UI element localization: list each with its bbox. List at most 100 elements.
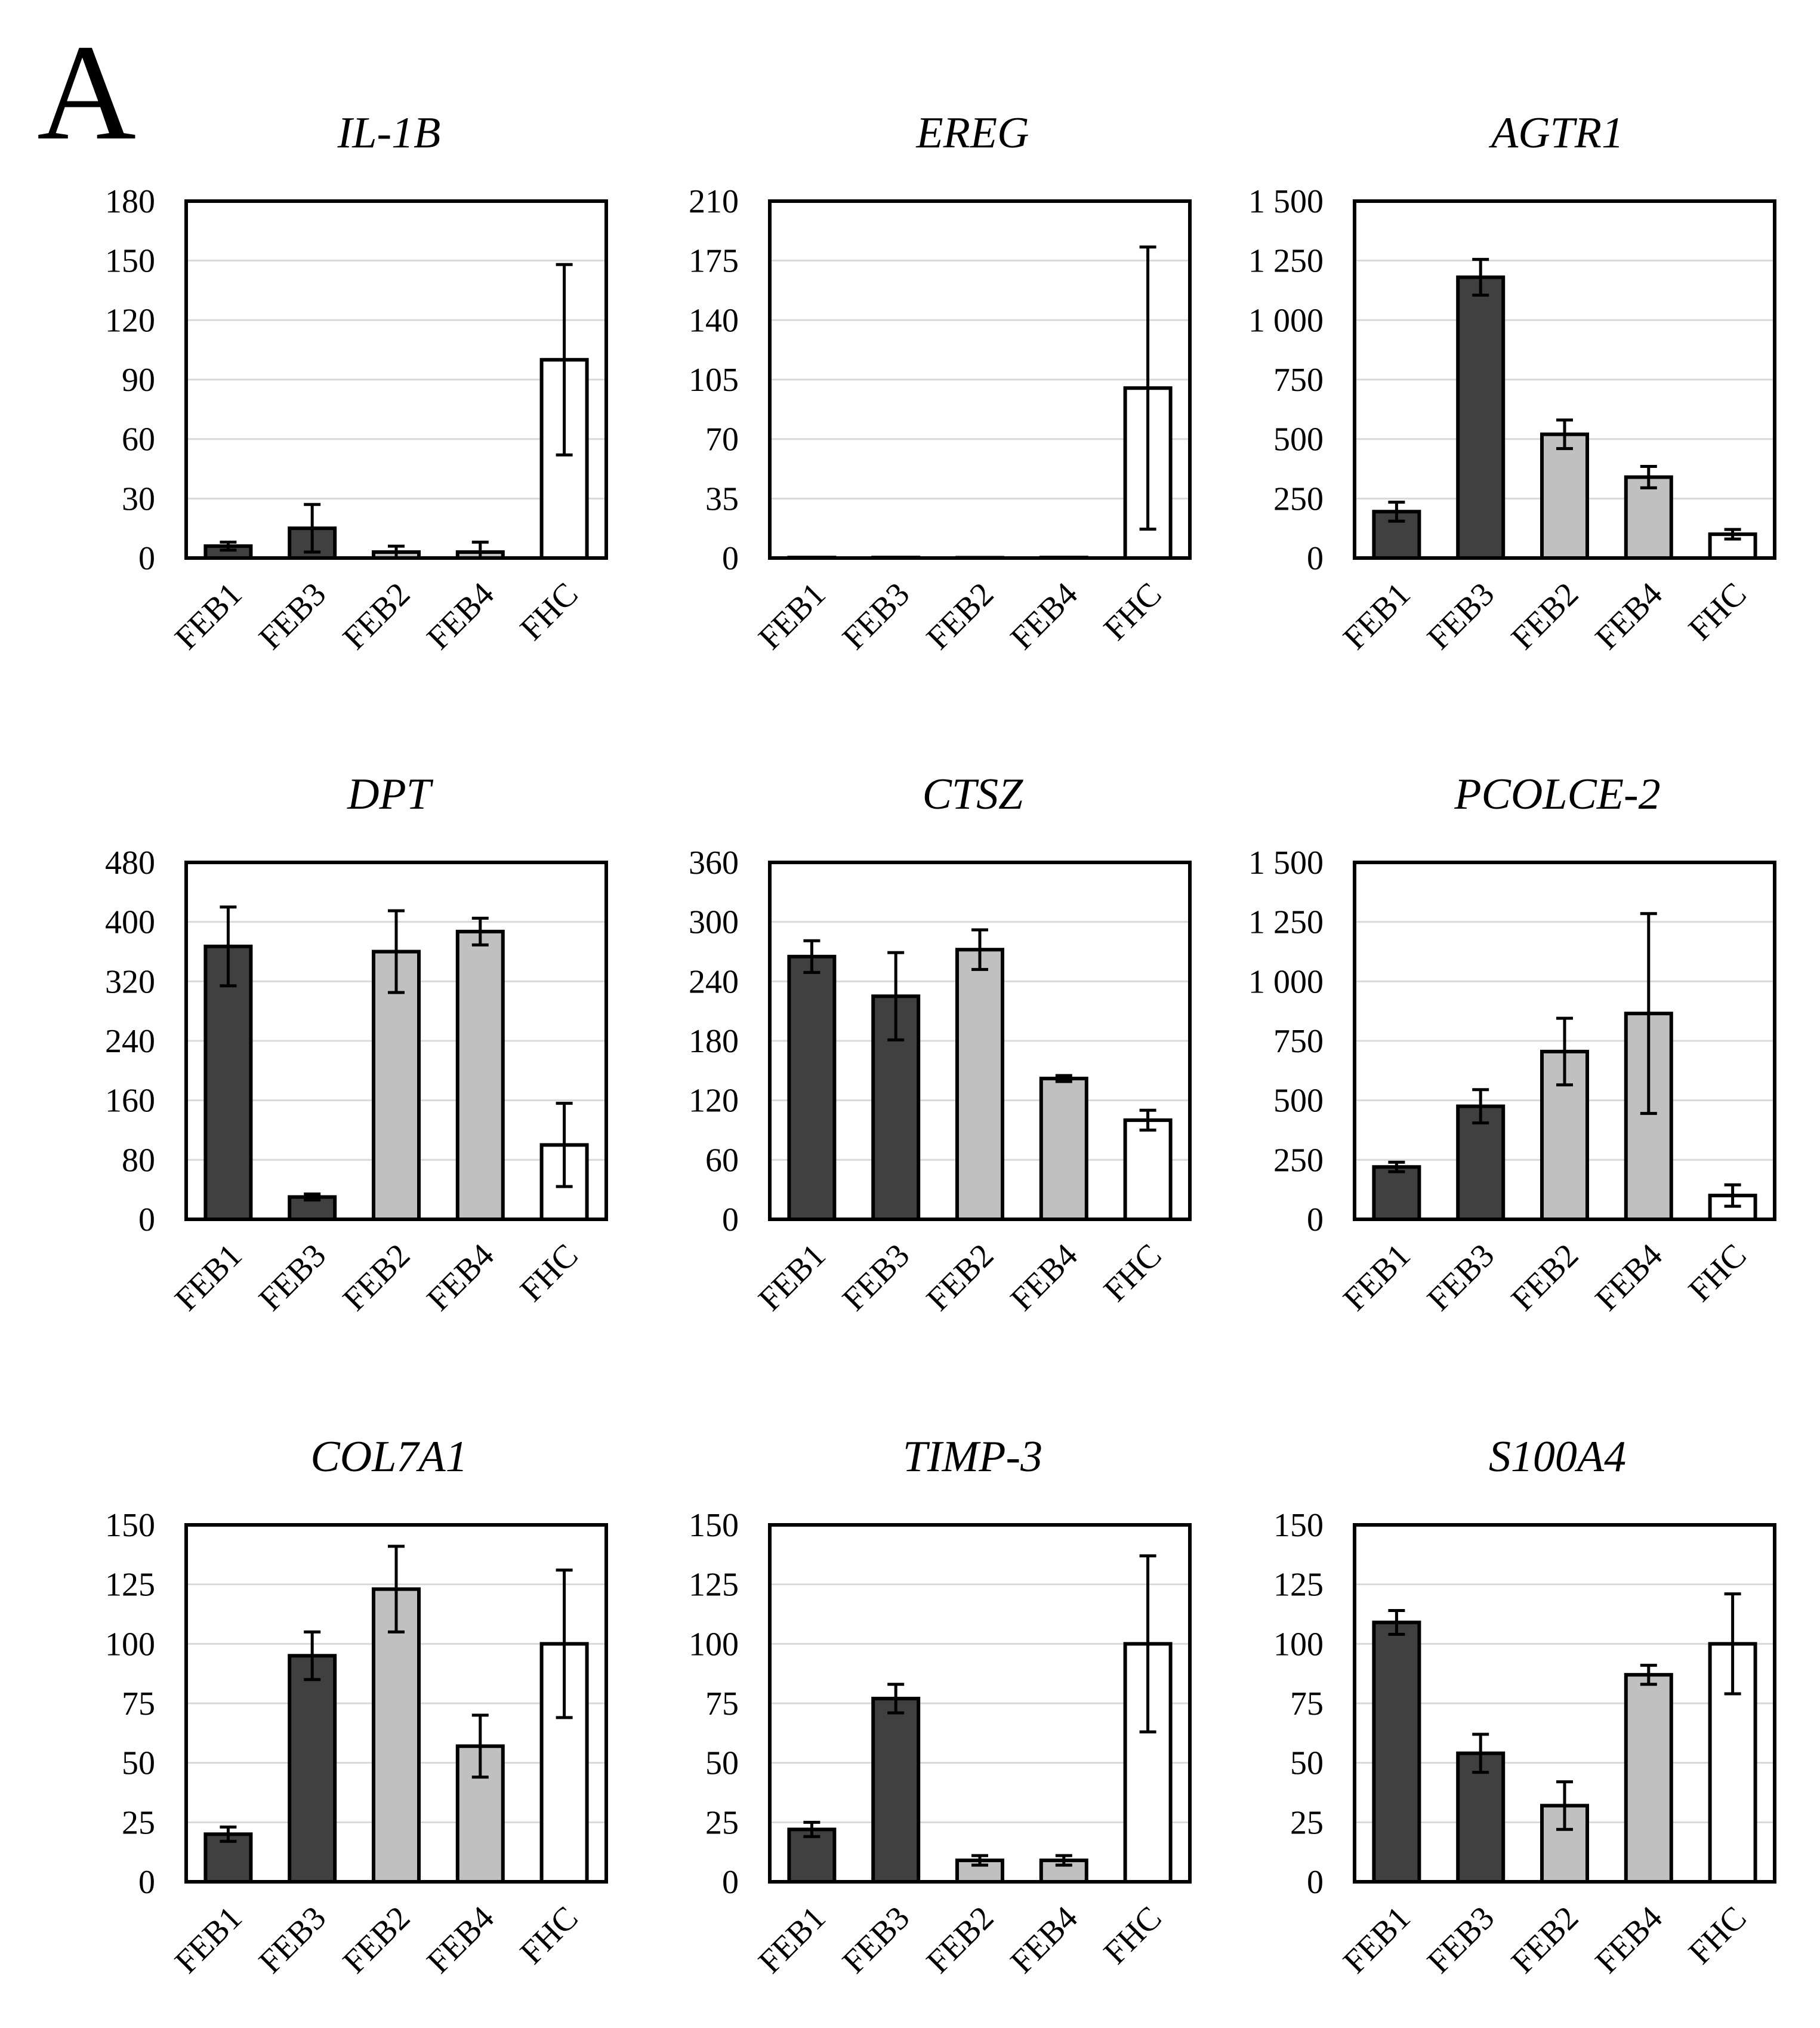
chart-il-1b: IL-1B 0 30 60 90 120 150 180 FEB1 FEB3 FEB2 FEB4 FHC <box>105 109 608 657</box>
chart-title: IL-1B <box>337 109 441 158</box>
x-tick-label: FEB4 <box>1004 1237 1085 1318</box>
y-tick-label: 320 <box>105 963 155 1000</box>
y-tick-label: 105 <box>689 362 739 399</box>
x-tick-label: FEB3 <box>1420 1237 1501 1318</box>
y-tick-label: 500 <box>1273 421 1324 458</box>
chart-title: S100A4 <box>1489 1432 1626 1481</box>
y-tick-label: 75 <box>705 1685 739 1722</box>
x-tick-label: FEB4 <box>420 1237 501 1318</box>
y-tick-label: 25 <box>122 1804 155 1841</box>
y-tick-label: 150 <box>105 1507 155 1544</box>
y-tick-label: 100 <box>105 1626 155 1663</box>
chart-title: TIMP-3 <box>903 1432 1042 1481</box>
x-tick-label: FEB1 <box>168 1899 249 1980</box>
y-tick-label: 30 <box>122 480 155 517</box>
y-tick-label: 75 <box>122 1685 155 1722</box>
bar-feb3 <box>871 1697 921 1884</box>
x-tick-label: FHC <box>513 1237 585 1309</box>
x-tick-label: FEB1 <box>1336 1237 1417 1318</box>
chart-title: DPT <box>347 770 434 819</box>
chart-ctsz: CTSZ 0 60 120 180 240 300 360 FEB1 FEB3 FEB2 FEB4 FH… <box>689 770 1192 1318</box>
x-tick-label: FEB1 <box>751 575 832 657</box>
y-tick-label: 750 <box>1273 362 1324 399</box>
chart-title: AGTR1 <box>1488 109 1624 158</box>
x-tick-label: FEB3 <box>252 575 333 657</box>
chart-col7a1: COL7A1 0 25 50 75 100 125 150 FEB1 FEB3 FEB2 FEB4 FH… <box>105 1432 608 1981</box>
x-tick-label: FEB3 <box>1420 1899 1501 1980</box>
y-tick-label: 500 <box>1273 1083 1324 1120</box>
y-tick-label: 0 <box>1307 1201 1324 1238</box>
x-tick-label: FEB1 <box>168 1237 249 1318</box>
y-tick-label: 120 <box>689 1083 739 1120</box>
bar-feb4 <box>1039 1077 1088 1221</box>
bar-fhc <box>1123 1118 1173 1222</box>
x-tick-label: FEB4 <box>1588 575 1670 657</box>
y-tick-label: 1 000 <box>1248 302 1324 339</box>
y-tick-label: 400 <box>105 904 155 941</box>
bar-feb2 <box>955 948 1004 1221</box>
x-tick-label: FEB1 <box>1336 1899 1417 1980</box>
y-tick-label: 750 <box>1273 1023 1324 1060</box>
chart-title: PCOLCE-2 <box>1454 770 1660 819</box>
chart-ereg: EREG 0 35 70 105 140 175 210 FEB1 FEB3 FEB2 FEB4 FHC <box>689 109 1192 657</box>
y-tick-label: 60 <box>705 1142 739 1179</box>
x-tick-label: FHC <box>1097 1899 1169 1971</box>
y-tick-label: 250 <box>1273 480 1324 517</box>
x-tick-label: FEB3 <box>252 1899 333 1980</box>
plot-frame <box>1353 1523 1776 1884</box>
plot-frame <box>768 861 1192 1221</box>
bar-feb2 <box>1540 432 1589 560</box>
x-tick-label: FHC <box>1097 1237 1169 1309</box>
x-tick-label: FEB4 <box>420 575 501 657</box>
y-tick-label: 0 <box>1307 1864 1324 1901</box>
x-tick-label: FEB3 <box>835 1899 917 1980</box>
x-tick-label: FEB3 <box>1420 575 1501 657</box>
x-tick-label: FEB4 <box>420 1899 501 1980</box>
plot-frame <box>184 199 608 560</box>
y-tick-label: 1 000 <box>1248 963 1324 1000</box>
y-tick-label: 240 <box>689 963 739 1000</box>
x-tick-label: FEB2 <box>336 1237 417 1318</box>
y-tick-label: 180 <box>689 1023 739 1060</box>
x-tick-label: FEB3 <box>835 575 917 657</box>
plot-frame <box>184 1523 608 1884</box>
y-tick-label: 50 <box>705 1745 739 1782</box>
y-tick-label: 210 <box>689 183 739 220</box>
x-tick-label: FEB1 <box>1336 575 1417 657</box>
y-tick-label: 100 <box>689 1626 739 1663</box>
plot-frame <box>1353 199 1776 560</box>
bar-feb2 <box>372 950 421 1221</box>
y-tick-label: 80 <box>122 1142 155 1179</box>
bar-feb1 <box>1372 1165 1421 1221</box>
y-tick-label: 160 <box>105 1083 155 1120</box>
x-tick-label: FHC <box>1682 1237 1754 1309</box>
y-tick-label: 0 <box>722 1201 739 1238</box>
x-tick-label: FEB2 <box>1504 1237 1585 1318</box>
x-tick-label: FEB3 <box>252 1237 333 1318</box>
x-tick-label: FEB2 <box>920 1899 1001 1980</box>
y-tick-label: 150 <box>1273 1507 1324 1544</box>
x-tick-label: FEB2 <box>920 1237 1001 1318</box>
y-tick-label: 100 <box>1273 1626 1324 1663</box>
x-tick-label: FHC <box>1097 575 1169 648</box>
chart-timp-3: TIMP-3 0 25 50 75 100 125 150 FEB1 FEB3 FEB2 FEB4 FH… <box>689 1432 1192 1981</box>
y-tick-label: 1 250 <box>1248 904 1324 941</box>
y-tick-label: 1 250 <box>1248 243 1324 280</box>
y-tick-label: 60 <box>122 421 155 458</box>
bar-feb4 <box>455 929 505 1222</box>
x-tick-label: FEB1 <box>751 1237 832 1318</box>
y-tick-label: 240 <box>105 1023 155 1060</box>
y-tick-label: 180 <box>105 183 155 220</box>
bar-feb1 <box>1372 1620 1421 1884</box>
bar-feb3 <box>1456 1751 1506 1884</box>
y-tick-label: 125 <box>1273 1567 1324 1604</box>
y-tick-label: 1 500 <box>1248 183 1324 220</box>
y-tick-label: 175 <box>689 243 739 280</box>
y-tick-label: 300 <box>689 904 739 941</box>
plot-frame <box>768 1523 1192 1884</box>
y-tick-label: 0 <box>138 1201 155 1238</box>
bar-feb3 <box>288 1654 337 1884</box>
panel-label: A <box>37 16 137 168</box>
